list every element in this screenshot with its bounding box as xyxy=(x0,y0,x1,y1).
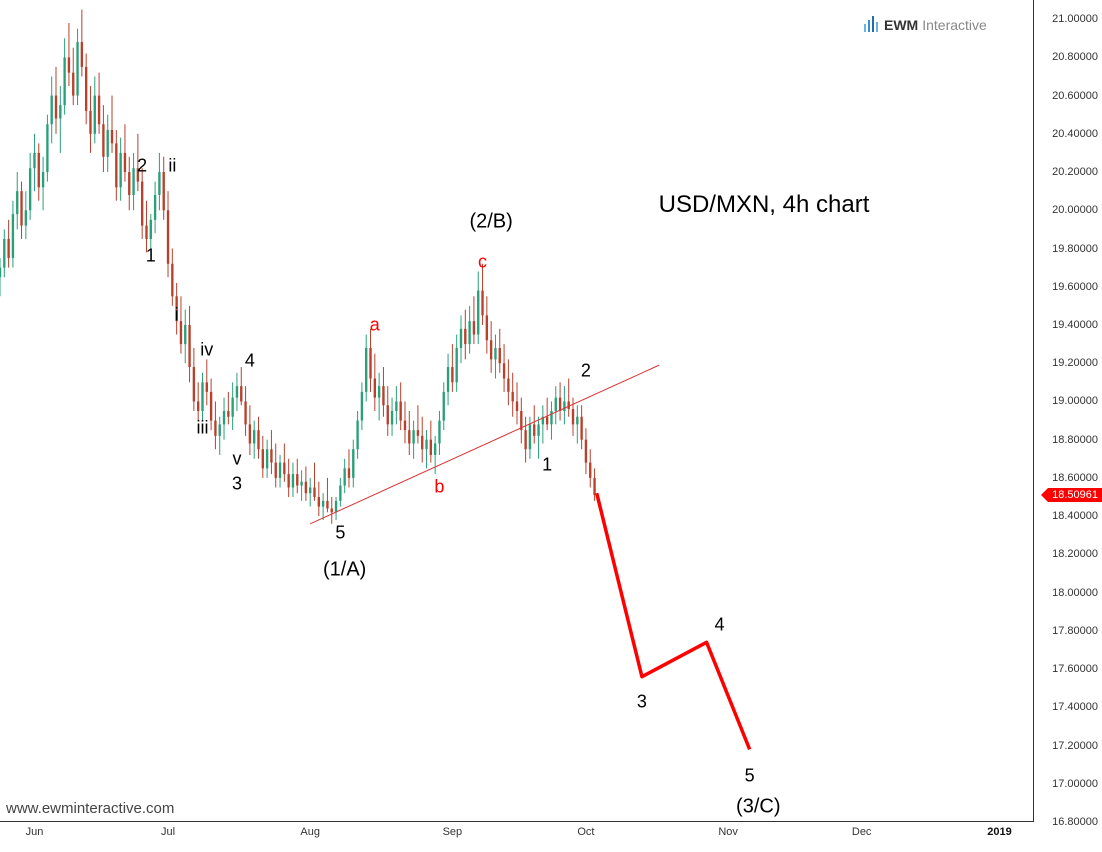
wave-label: (1/A) xyxy=(323,558,366,581)
overlay-lines xyxy=(0,0,1034,822)
wave-label: b xyxy=(434,477,444,498)
y-axis: 18.50961 21.00000 20.80000 20.60000 20.4000… xyxy=(1033,0,1102,822)
y-tick: 17.00000 xyxy=(1052,778,1098,790)
y-tick: 18.80000 xyxy=(1052,434,1098,446)
logo-ewm-text: EWM xyxy=(884,17,918,33)
wave-label: a xyxy=(370,314,380,335)
current-price-tag: 18.50961 xyxy=(1048,488,1102,502)
chart-title: USD/MXN, 4h chart xyxy=(659,191,870,219)
y-tick: 18.20000 xyxy=(1052,548,1098,560)
y-tick: 19.20000 xyxy=(1052,357,1098,369)
brand-logo: EWM Interactive xyxy=(862,16,987,34)
wave-label: (2/B) xyxy=(469,210,512,233)
wave-label: c xyxy=(478,251,487,272)
y-tick: 20.20000 xyxy=(1052,166,1098,178)
wave-label: (3/C) xyxy=(736,795,780,818)
x-tick: Jul xyxy=(161,826,175,838)
y-tick: 17.40000 xyxy=(1052,701,1098,713)
wave-label: 1 xyxy=(542,454,552,475)
x-tick: Sep xyxy=(443,826,463,838)
wave-label: 3 xyxy=(232,473,242,494)
x-axis: Jun Jul Aug Sep Oct Nov Dec 2019 xyxy=(0,821,1034,852)
wave-label: 2 xyxy=(581,360,591,381)
y-tick: 19.80000 xyxy=(1052,243,1098,255)
y-tick: 18.40000 xyxy=(1052,510,1098,522)
y-tick: 17.60000 xyxy=(1052,663,1098,675)
y-tick: 20.80000 xyxy=(1052,51,1098,63)
wave-label: i xyxy=(175,305,179,326)
x-tick: Oct xyxy=(577,826,594,838)
y-tick: 20.00000 xyxy=(1052,204,1098,216)
wave-label: 3 xyxy=(637,691,647,712)
y-tick: 20.40000 xyxy=(1052,128,1098,140)
y-tick: 20.60000 xyxy=(1052,90,1098,102)
attribution-text: www.ewminteractive.com xyxy=(6,800,174,817)
wave-label: iii xyxy=(196,418,208,439)
x-tick: Aug xyxy=(300,826,320,838)
wave-label: v xyxy=(232,448,241,469)
y-tick: 17.80000 xyxy=(1052,625,1098,637)
wave-label: 5 xyxy=(745,766,755,787)
wave-label: iv xyxy=(200,339,213,360)
x-tick: Dec xyxy=(852,826,872,838)
wave-label: 4 xyxy=(714,615,724,636)
x-tick: Jun xyxy=(26,826,44,838)
logo-interactive-text: Interactive xyxy=(922,17,987,33)
y-tick: 19.40000 xyxy=(1052,319,1098,331)
chart-container: USD/MXN, 4h chart www.ewminteractive.com… xyxy=(0,0,1102,852)
wave-label: 2 xyxy=(137,156,147,177)
x-tick: Nov xyxy=(718,826,738,838)
wave-label: 5 xyxy=(335,523,345,544)
logo-bars-icon xyxy=(862,16,880,34)
y-tick: 21.00000 xyxy=(1052,13,1098,25)
y-tick: 18.60000 xyxy=(1052,472,1098,484)
y-tick: 19.00000 xyxy=(1052,395,1098,407)
y-tick: 17.20000 xyxy=(1052,740,1098,752)
x-tick: 2019 xyxy=(987,826,1011,838)
wave-label: 4 xyxy=(245,351,255,372)
wave-label: ii xyxy=(168,156,176,177)
y-tick: 19.60000 xyxy=(1052,281,1098,293)
wave-label: 1 xyxy=(146,246,156,267)
y-tick: 18.00000 xyxy=(1052,587,1098,599)
plot-area: USD/MXN, 4h chart www.ewminteractive.com… xyxy=(0,0,1034,822)
y-tick: 16.80000 xyxy=(1052,816,1098,828)
